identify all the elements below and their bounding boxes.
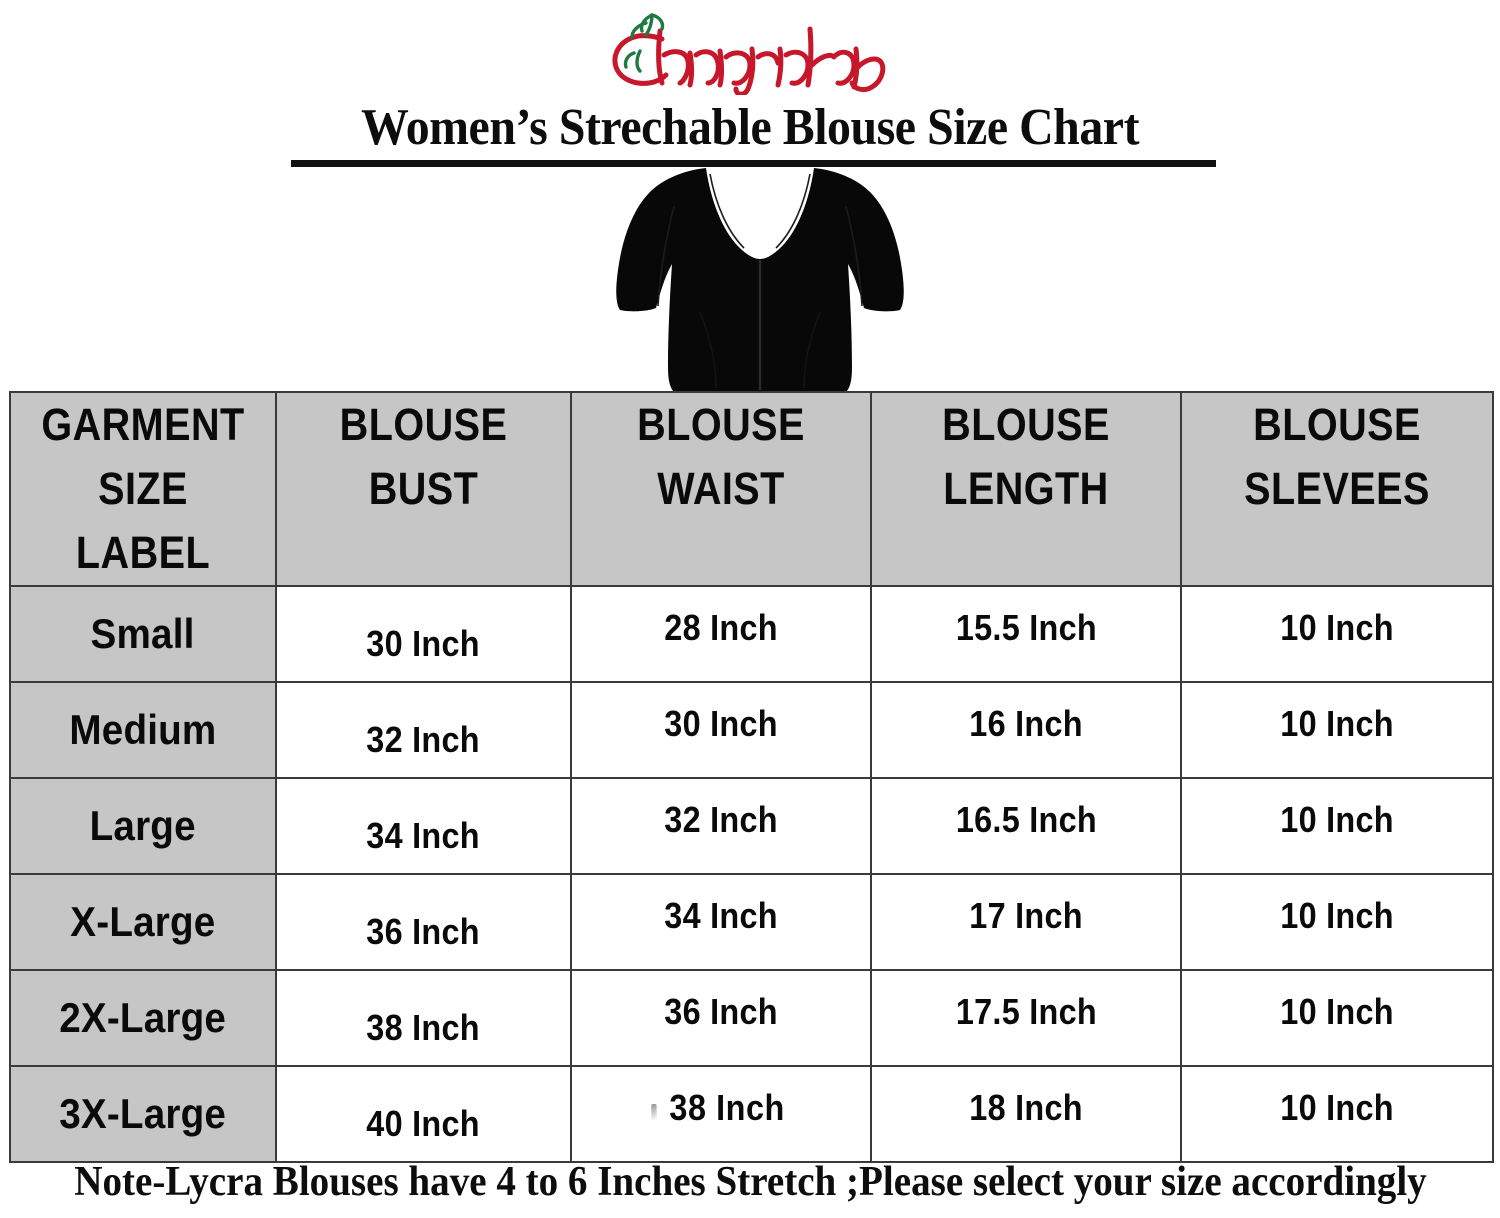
cell-sleeves: 10 Inch bbox=[1180, 584, 1494, 683]
length-value: 17.5 Inch bbox=[955, 990, 1097, 1032]
cell-length: 17.5 Inch bbox=[870, 968, 1182, 1067]
bust-value: 36 Inch bbox=[366, 910, 481, 952]
header-line-1: BLOUSE bbox=[1253, 399, 1421, 450]
table-header: GARMENT SIZE LABEL BLOUSE BUST BLOUSE WA… bbox=[9, 391, 1494, 587]
table-body: Small 30 Inch 28 Inch 15.5 Inch 10 Inch … bbox=[9, 584, 1494, 1163]
cell-length: 16.5 Inch bbox=[870, 776, 1182, 875]
cell-waist: 36 Inch bbox=[570, 968, 872, 1067]
bust-value: 40 Inch bbox=[366, 1102, 481, 1144]
header-line-1: BLOUSE bbox=[942, 399, 1110, 450]
stretch-note: Note-Lycra Blouses have 4 to 6 Inches St… bbox=[74, 1159, 1427, 1205]
cell-bust: 32 Inch bbox=[275, 680, 572, 779]
size-label-text: Small bbox=[90, 609, 196, 657]
cell-size-label: 2X-Large bbox=[9, 968, 277, 1067]
header-blouse-sleeves: BLOUSE SLEVEES bbox=[1180, 391, 1494, 587]
cell-sleeves: 10 Inch bbox=[1180, 872, 1494, 971]
page-title: Women’s Strechable Blouse Size Chart bbox=[360, 99, 1140, 156]
length-value: 16.5 Inch bbox=[955, 798, 1097, 840]
header-row: GARMENT SIZE LABEL BLOUSE BUST BLOUSE WA… bbox=[9, 391, 1494, 587]
table-row: X-Large 36 Inch 34 Inch 17 Inch 10 Inch bbox=[9, 872, 1494, 971]
header-line-2: WAIST bbox=[657, 462, 785, 514]
cell-length: 17 Inch bbox=[870, 872, 1182, 971]
cell-length: 16 Inch bbox=[870, 680, 1182, 779]
sleeves-value: 10 Inch bbox=[1280, 798, 1394, 840]
cell-sleeves: 10 Inch bbox=[1180, 776, 1494, 875]
chandrakala-logo-icon bbox=[612, 13, 886, 95]
cell-size-label: 3X-Large bbox=[9, 1064, 277, 1163]
bust-value: 38 Inch bbox=[366, 1006, 481, 1048]
cell-bust: 38 Inch bbox=[275, 968, 572, 1067]
cell-waist: 38 Inch bbox=[570, 1064, 872, 1163]
size-label-text: Medium bbox=[69, 705, 217, 753]
header-line-2: LENGTH bbox=[943, 462, 1109, 514]
header-line-1: BLOUSE bbox=[339, 399, 508, 450]
cell-length: 15.5 Inch bbox=[870, 584, 1182, 683]
header-blouse-bust: BLOUSE BUST bbox=[275, 391, 572, 587]
size-label-text: Large bbox=[89, 801, 197, 849]
cell-bust: 36 Inch bbox=[275, 872, 572, 971]
cell-waist: 30 Inch bbox=[570, 680, 872, 779]
brand-logo bbox=[0, 6, 1500, 98]
header-line-2: SIZE LABEL bbox=[75, 462, 211, 578]
waist-value: 36 Inch bbox=[664, 990, 778, 1032]
cell-bust: 40 Inch bbox=[275, 1064, 572, 1163]
cell-waist: 32 Inch bbox=[570, 776, 872, 875]
cell-sleeves: 10 Inch bbox=[1180, 968, 1494, 1067]
bust-value: 34 Inch bbox=[366, 814, 481, 856]
size-chart-table: GARMENT SIZE LABEL BLOUSE BUST BLOUSE WA… bbox=[9, 391, 1494, 1163]
header-blouse-waist: BLOUSE WAIST bbox=[570, 391, 872, 587]
cell-bust: 34 Inch bbox=[275, 776, 572, 875]
length-value: 16 Inch bbox=[969, 702, 1083, 744]
header-line-1: GARMENT bbox=[41, 399, 245, 450]
cell-length: 18 Inch bbox=[870, 1064, 1182, 1163]
cell-bust: 30 Inch bbox=[275, 584, 572, 683]
size-label-text: X-Large bbox=[70, 897, 216, 945]
header-line-1: BLOUSE bbox=[637, 399, 805, 450]
sleeves-value: 10 Inch bbox=[1280, 702, 1394, 744]
cell-sleeves: 10 Inch bbox=[1180, 680, 1494, 779]
sleeves-value: 10 Inch bbox=[1280, 894, 1394, 936]
header-blouse-length: BLOUSE LENGTH bbox=[870, 391, 1182, 587]
table-row: Small 30 Inch 28 Inch 15.5 Inch 10 Inch bbox=[9, 584, 1494, 683]
title-underline bbox=[291, 160, 1216, 167]
header-line-2: BUST bbox=[368, 462, 479, 514]
blouse-product-image bbox=[560, 162, 960, 394]
print-artifact bbox=[651, 1103, 657, 1120]
cell-size-label: Small bbox=[9, 584, 277, 683]
bust-value: 32 Inch bbox=[366, 718, 481, 760]
sleeves-value: 10 Inch bbox=[1280, 606, 1394, 648]
cell-waist: 28 Inch bbox=[570, 584, 872, 683]
cell-size-label: Large bbox=[9, 776, 277, 875]
waist-value: 28 Inch bbox=[664, 606, 778, 648]
cell-waist: 34 Inch bbox=[570, 872, 872, 971]
waist-value: 34 Inch bbox=[664, 894, 778, 936]
sleeves-value: 10 Inch bbox=[1280, 990, 1394, 1032]
waist-value: 30 Inch bbox=[664, 702, 778, 744]
waist-value: 32 Inch bbox=[664, 798, 778, 840]
sleeves-value: 10 Inch bbox=[1280, 1086, 1394, 1128]
header-line-2: SLEVEES bbox=[1244, 462, 1430, 514]
length-value: 18 Inch bbox=[969, 1086, 1083, 1128]
table-row: Large 34 Inch 32 Inch 16.5 Inch 10 Inch bbox=[9, 776, 1494, 875]
size-label-text: 2X-Large bbox=[59, 993, 227, 1041]
length-value: 17 Inch bbox=[969, 894, 1083, 936]
length-value: 15.5 Inch bbox=[955, 606, 1097, 648]
bust-value: 30 Inch bbox=[366, 622, 481, 664]
cell-size-label: X-Large bbox=[9, 872, 277, 971]
cell-sleeves: 10 Inch bbox=[1180, 1064, 1494, 1163]
table-row: 2X-Large 38 Inch 36 Inch 17.5 Inch 10 In… bbox=[9, 968, 1494, 1067]
header-garment-size-label: GARMENT SIZE LABEL bbox=[9, 391, 277, 587]
cell-size-label: Medium bbox=[9, 680, 277, 779]
blouse-icon bbox=[616, 168, 904, 392]
table-row: 3X-Large 40 Inch 38 Inch 18 Inch 10 Inch bbox=[9, 1064, 1494, 1163]
table-row: Medium 32 Inch 30 Inch 16 Inch 10 Inch bbox=[9, 680, 1494, 779]
waist-value: 38 Inch bbox=[669, 1086, 785, 1128]
size-label-text: 3X-Large bbox=[59, 1089, 227, 1137]
